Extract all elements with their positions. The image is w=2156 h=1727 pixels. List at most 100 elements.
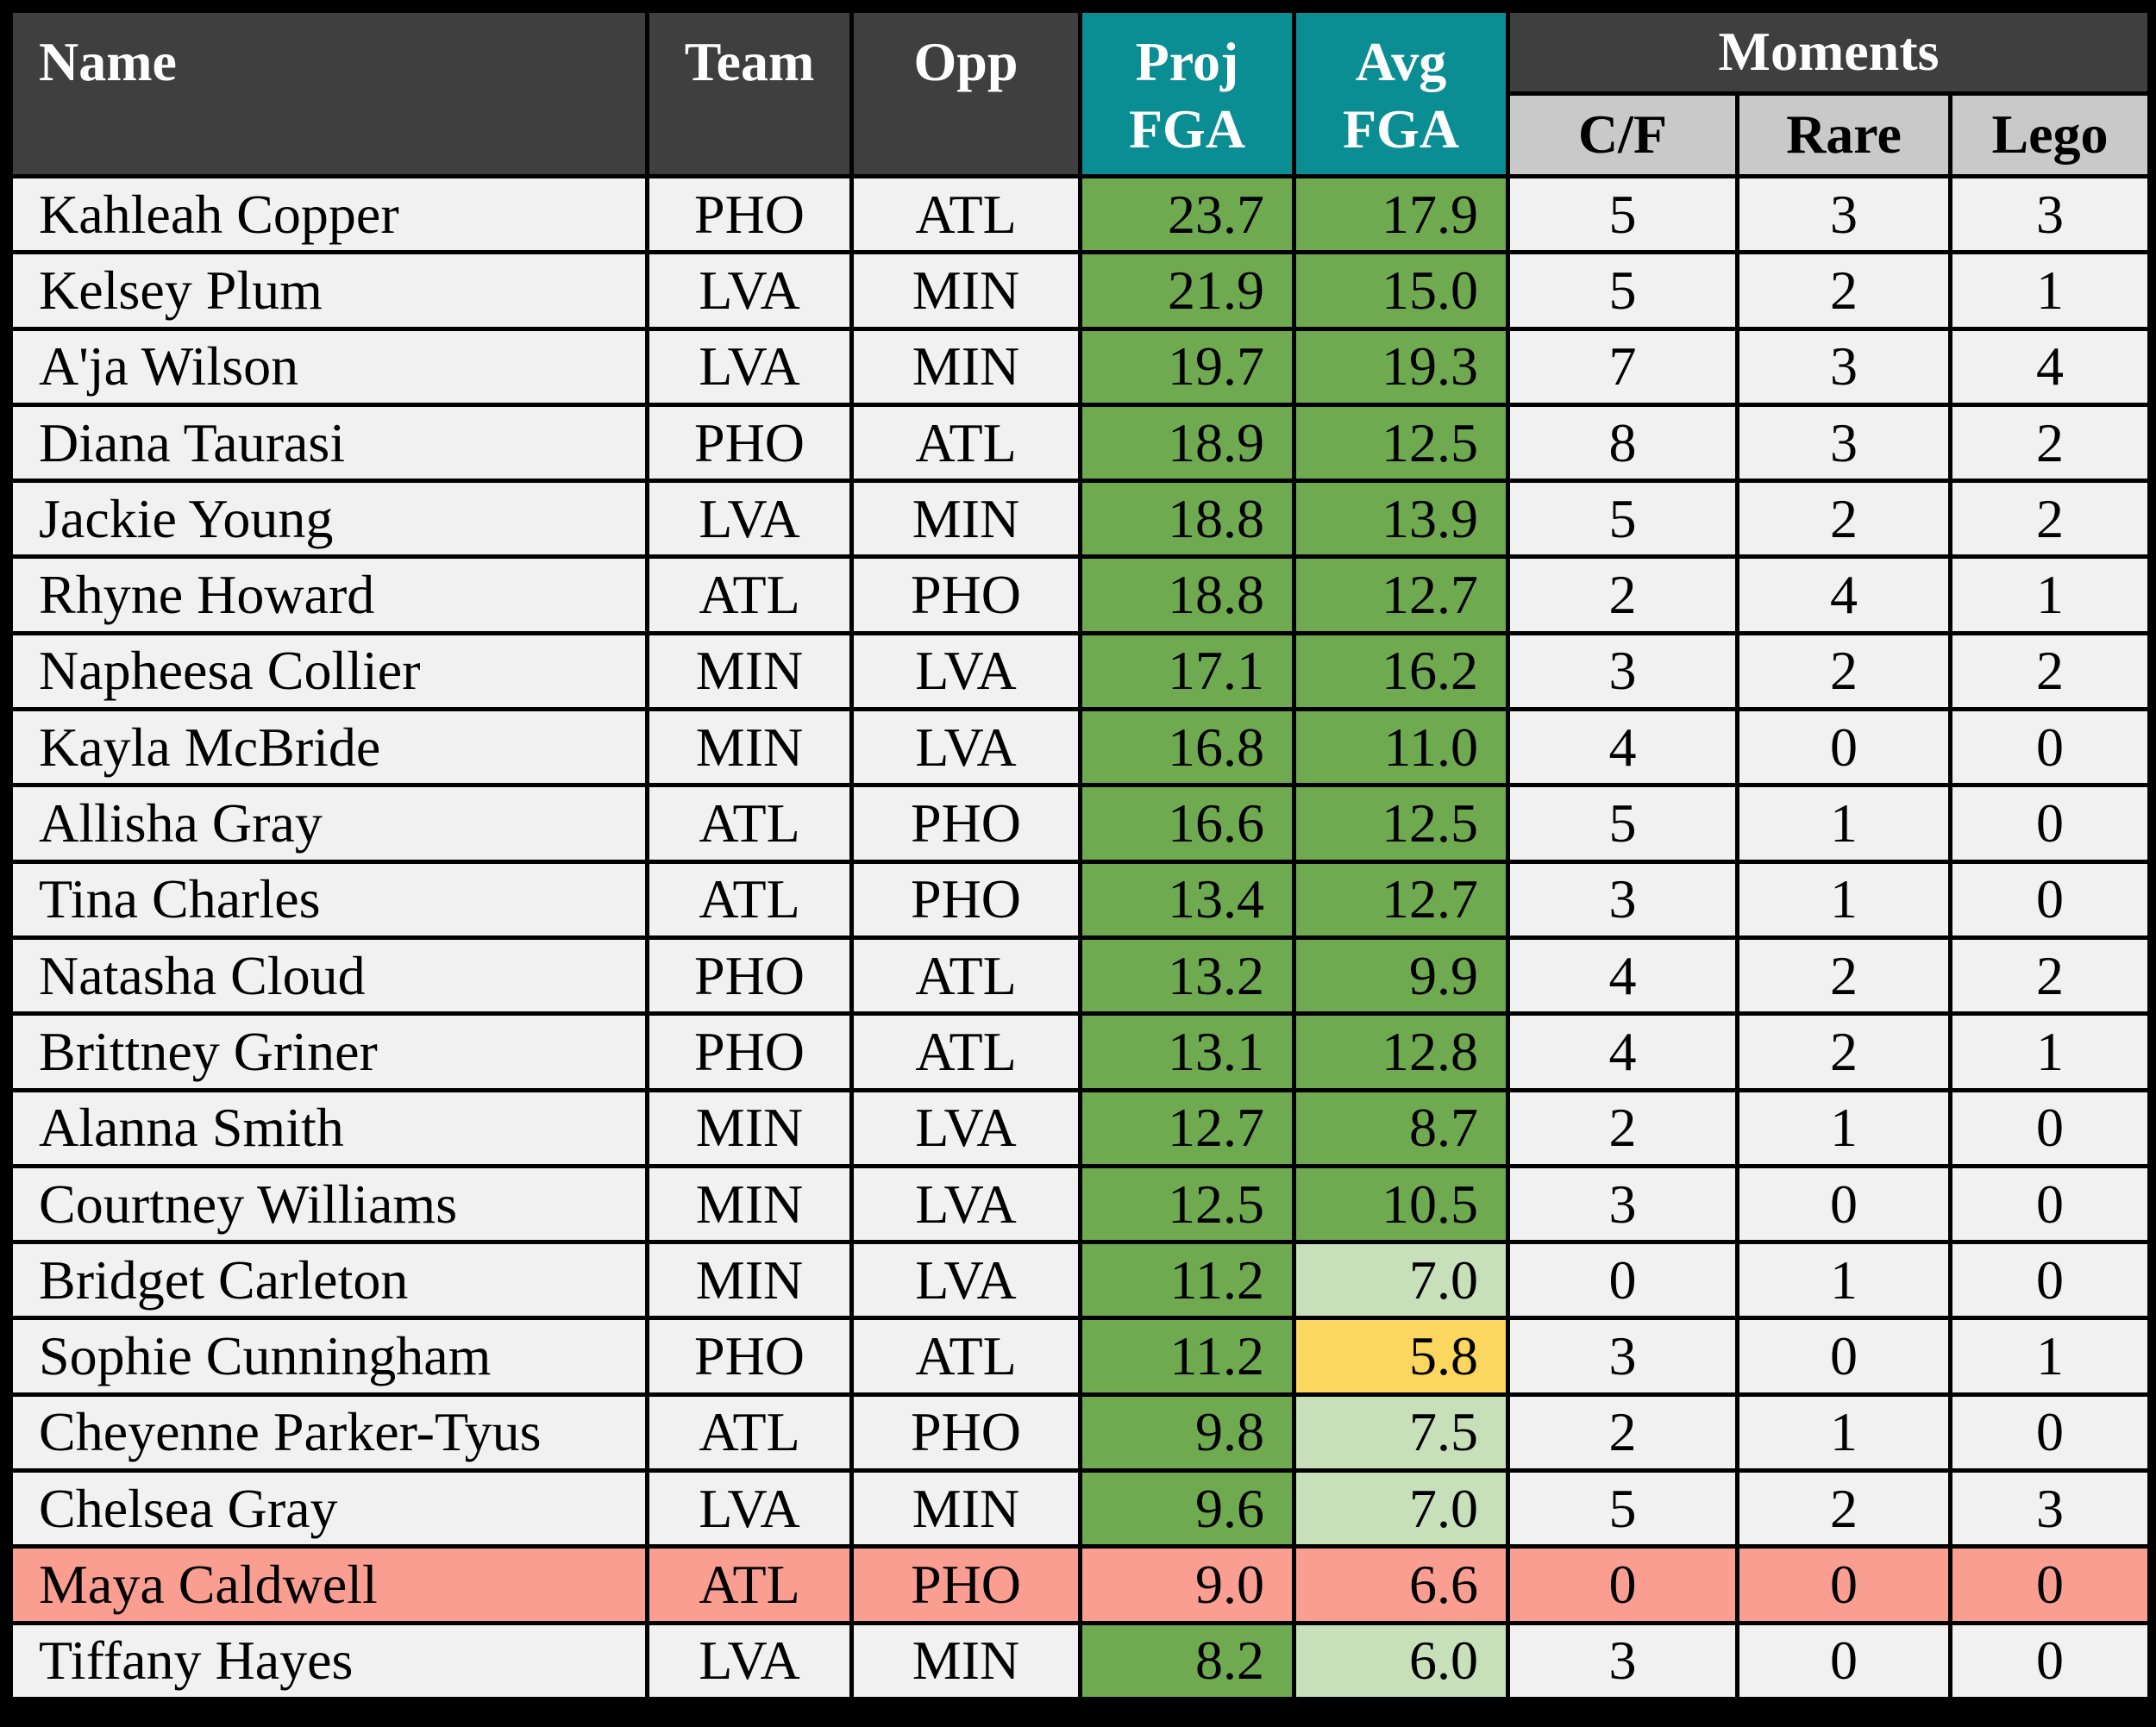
column-header-rare: Rare	[1735, 91, 1952, 178]
lego-count-cell: 1	[1947, 1011, 2153, 1092]
cf-count-cell: 2	[1506, 1392, 1739, 1474]
table-row: Tina Charles ATL PHO 13.4 12.7 3 1 0	[9, 859, 2153, 940]
proj-fga-cell: 9.6	[1078, 1468, 1296, 1549]
table-row: Cheyenne Parker-Tyus ATL PHO 9.8 7.5 2 1 0	[9, 1392, 2153, 1474]
opp-cell: PHO	[849, 859, 1082, 940]
proj-fga-cell: 19.7	[1078, 326, 1296, 407]
opp-cell: LVA	[849, 1087, 1082, 1168]
player-name-cell: Cheyenne Parker-Tyus	[9, 1392, 649, 1474]
team-cell: ATL	[645, 859, 854, 940]
proj-fga-cell: 9.0	[1078, 1544, 1296, 1625]
team-cell: PHO	[645, 1316, 854, 1397]
avg-fga-cell: 12.5	[1292, 783, 1510, 864]
avg-fga-cell: 11.0	[1292, 707, 1510, 788]
rare-count-cell: 2	[1735, 1468, 1952, 1549]
lego-count-cell: 2	[1947, 935, 2153, 1017]
fga-projections-table: Name Team Opp Proj FGA Avg FGA Moments C…	[9, 9, 2153, 1702]
column-header-team: Team	[645, 9, 854, 178]
column-header-proj-fga: Proj FGA	[1078, 9, 1296, 178]
lego-count-cell: 4	[1947, 326, 2153, 407]
rare-count-cell: 2	[1735, 250, 1952, 331]
opp-cell: ATL	[849, 1316, 1082, 1397]
team-cell: MIN	[645, 630, 854, 712]
rare-count-cell: 0	[1735, 1316, 1952, 1397]
lego-count-cell: 0	[1947, 1544, 2153, 1625]
avg-fga-cell: 10.5	[1292, 1163, 1510, 1245]
opp-cell: MIN	[849, 479, 1082, 560]
column-group-header-moments: Moments	[1505, 9, 2153, 96]
opp-cell: LVA	[849, 630, 1082, 712]
player-name-cell: Natasha Cloud	[9, 935, 649, 1017]
proj-fga-cell: 12.5	[1078, 1163, 1296, 1245]
table-row: Napheesa Collier MIN LVA 17.1 16.2 3 2 2	[9, 630, 2153, 712]
team-cell: PHO	[645, 935, 854, 1017]
column-header-name: Name	[9, 9, 649, 178]
avg-fga-cell: 9.9	[1292, 935, 1510, 1017]
player-name-cell: Alanna Smith	[9, 1087, 649, 1168]
player-name-cell: Napheesa Collier	[9, 630, 649, 712]
player-name-cell: Jackie Young	[9, 479, 649, 560]
team-cell: LVA	[645, 326, 854, 407]
rare-count-cell: 3	[1735, 402, 1952, 484]
cf-count-cell: 2	[1506, 554, 1739, 635]
player-name-cell: Rhyne Howard	[9, 554, 649, 635]
table-row: Allisha Gray ATL PHO 16.6 12.5 5 1 0	[9, 783, 2153, 864]
team-cell: LVA	[645, 1620, 854, 1702]
table-row: Courtney Williams MIN LVA 12.5 10.5 3 0 0	[9, 1163, 2153, 1245]
team-cell: ATL	[645, 554, 854, 635]
proj-fga-cell: 23.7	[1078, 173, 1296, 255]
proj-fga-cell: 9.8	[1078, 1392, 1296, 1474]
rare-count-cell: 2	[1735, 1011, 1952, 1092]
rare-count-cell: 1	[1735, 1240, 1952, 1321]
team-cell: PHO	[645, 402, 854, 484]
opp-cell: ATL	[849, 935, 1082, 1017]
proj-fga-cell: 8.2	[1078, 1620, 1296, 1702]
opp-cell: PHO	[849, 783, 1082, 864]
player-name-cell: A'ja Wilson	[9, 326, 649, 407]
opp-cell: LVA	[849, 1240, 1082, 1321]
lego-count-cell: 0	[1947, 1240, 2153, 1321]
table-row: A'ja Wilson LVA MIN 19.7 19.3 7 3 4	[9, 326, 2153, 407]
player-name-cell: Maya Caldwell	[9, 1544, 649, 1625]
team-cell: LVA	[645, 250, 854, 331]
proj-fga-cell: 12.7	[1078, 1087, 1296, 1168]
cf-count-cell: 4	[1506, 1011, 1739, 1092]
cf-count-cell: 5	[1506, 173, 1739, 255]
team-cell: MIN	[645, 1163, 854, 1245]
table-row: Kelsey Plum LVA MIN 21.9 15.0 5 2 1	[9, 250, 2153, 331]
proj-fga-cell: 13.1	[1078, 1011, 1296, 1092]
lego-count-cell: 0	[1947, 859, 2153, 940]
lego-count-cell: 0	[1947, 1163, 2153, 1245]
table-row: Maya Caldwell ATL PHO 9.0 6.6 0 0 0	[9, 1544, 2153, 1625]
avg-fga-cell: 12.5	[1292, 402, 1510, 484]
avg-fga-cell: 6.0	[1292, 1620, 1510, 1702]
proj-fga-cell: 11.2	[1078, 1240, 1296, 1321]
team-cell: ATL	[645, 783, 854, 864]
team-cell: MIN	[645, 707, 854, 788]
proj-fga-cell: 18.9	[1078, 402, 1296, 484]
lego-count-cell: 0	[1947, 783, 2153, 864]
cf-count-cell: 4	[1506, 935, 1739, 1017]
proj-fga-cell: 16.6	[1078, 783, 1296, 864]
table-row: Bridget Carleton MIN LVA 11.2 7.0 0 1 0	[9, 1240, 2153, 1321]
table-row: Jackie Young LVA MIN 18.8 13.9 5 2 2	[9, 479, 2153, 560]
table-row: Kahleah Copper PHO ATL 23.7 17.9 5 3 3	[9, 173, 2153, 255]
player-name-cell: Tiffany Hayes	[9, 1620, 649, 1702]
opp-cell: ATL	[849, 173, 1082, 255]
rare-count-cell: 0	[1735, 707, 1952, 788]
proj-fga-cell: 11.2	[1078, 1316, 1296, 1397]
table-row: Rhyne Howard ATL PHO 18.8 12.7 2 4 1	[9, 554, 2153, 635]
team-cell: MIN	[645, 1087, 854, 1168]
proj-fga-cell: 17.1	[1078, 630, 1296, 712]
lego-count-cell: 3	[1947, 1468, 2153, 1549]
team-cell: LVA	[645, 1468, 854, 1549]
player-name-cell: Brittney Griner	[9, 1011, 649, 1092]
lego-count-cell: 1	[1947, 554, 2153, 635]
player-name-cell: Chelsea Gray	[9, 1468, 649, 1549]
cf-count-cell: 8	[1506, 402, 1739, 484]
proj-fga-cell: 21.9	[1078, 250, 1296, 331]
rare-count-cell: 0	[1735, 1163, 1952, 1245]
cf-count-cell: 5	[1506, 479, 1739, 560]
avg-fga-cell: 13.9	[1292, 479, 1510, 560]
proj-fga-cell: 13.4	[1078, 859, 1296, 940]
